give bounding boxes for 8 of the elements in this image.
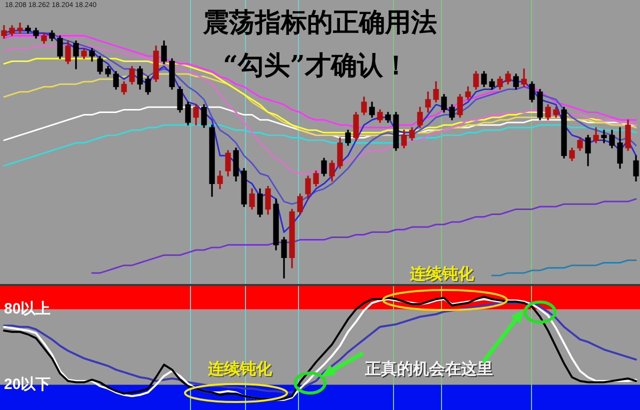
text: “勾头”才确认！	[223, 51, 409, 81]
candlestick	[601, 130, 607, 144]
y-tick-label: 20以下	[4, 376, 51, 393]
y-tick-label: 80以上	[4, 300, 51, 318]
annotation: 连续钝化	[208, 359, 272, 378]
annotation: 连续钝化	[410, 264, 474, 283]
annotation: 正真的机会在这里	[365, 359, 493, 378]
chart-title: 震荡指标的正确用法	[203, 8, 437, 38]
